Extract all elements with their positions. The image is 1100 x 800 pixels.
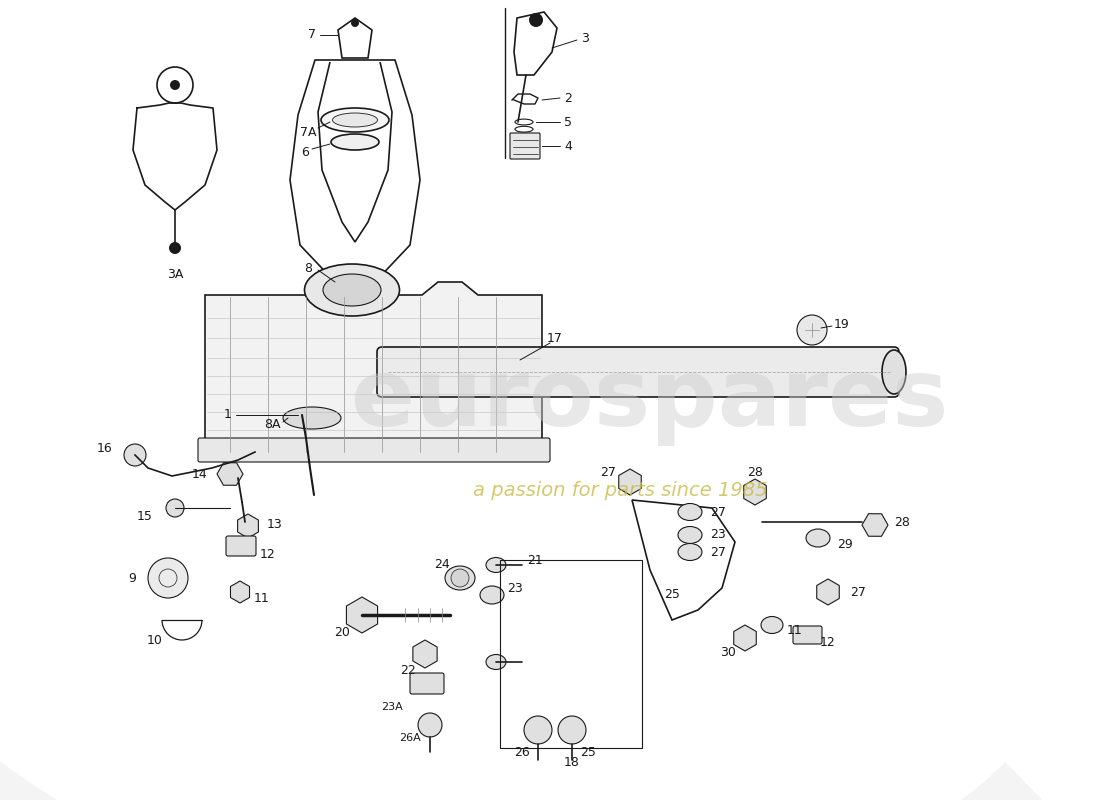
Ellipse shape xyxy=(283,407,341,429)
Ellipse shape xyxy=(331,134,379,150)
Ellipse shape xyxy=(678,543,702,561)
Text: 19: 19 xyxy=(834,318,850,331)
Circle shape xyxy=(451,569,469,587)
Circle shape xyxy=(124,444,146,466)
Text: 3A: 3A xyxy=(167,269,184,282)
Text: 15: 15 xyxy=(138,510,153,522)
Text: 20: 20 xyxy=(334,626,350,638)
Text: 25: 25 xyxy=(664,589,680,602)
Circle shape xyxy=(169,242,182,254)
Ellipse shape xyxy=(678,526,702,543)
Text: 21: 21 xyxy=(527,554,543,566)
Text: 27: 27 xyxy=(601,466,616,478)
Text: 11: 11 xyxy=(254,591,270,605)
Text: 4: 4 xyxy=(564,139,572,153)
Text: eurospares: eurospares xyxy=(351,354,948,446)
Text: 16: 16 xyxy=(97,442,113,454)
Ellipse shape xyxy=(761,617,783,634)
Ellipse shape xyxy=(882,350,906,394)
Text: 9: 9 xyxy=(128,571,136,585)
Text: 11: 11 xyxy=(788,623,803,637)
Text: 23: 23 xyxy=(507,582,522,594)
Text: 29: 29 xyxy=(837,538,852,550)
Text: 12: 12 xyxy=(260,547,276,561)
Text: 23A: 23A xyxy=(381,702,403,712)
Text: 7A: 7A xyxy=(299,126,317,138)
FancyBboxPatch shape xyxy=(377,347,899,397)
Text: 8A: 8A xyxy=(264,418,280,431)
Text: 6: 6 xyxy=(301,146,309,158)
Text: 1: 1 xyxy=(224,409,232,422)
Circle shape xyxy=(351,19,359,27)
Ellipse shape xyxy=(305,264,399,316)
Text: 26: 26 xyxy=(514,746,530,758)
Polygon shape xyxy=(205,282,542,455)
Text: 26A: 26A xyxy=(399,733,421,743)
Text: 23: 23 xyxy=(711,529,726,542)
Text: 13: 13 xyxy=(267,518,283,530)
Ellipse shape xyxy=(486,654,506,670)
FancyBboxPatch shape xyxy=(410,673,444,694)
Ellipse shape xyxy=(321,108,389,132)
Text: 24: 24 xyxy=(434,558,450,570)
Ellipse shape xyxy=(486,558,506,573)
Circle shape xyxy=(529,13,543,27)
Text: 27: 27 xyxy=(711,546,726,558)
Text: 27: 27 xyxy=(711,506,726,518)
Text: 18: 18 xyxy=(564,755,580,769)
Text: 8: 8 xyxy=(304,262,312,274)
Text: 5: 5 xyxy=(564,115,572,129)
Circle shape xyxy=(166,499,184,517)
Text: 12: 12 xyxy=(821,635,836,649)
Text: 2: 2 xyxy=(564,91,572,105)
Text: a passion for parts since 1985: a passion for parts since 1985 xyxy=(473,481,768,499)
Text: 30: 30 xyxy=(720,646,736,658)
Circle shape xyxy=(798,315,827,345)
Circle shape xyxy=(170,80,180,90)
Ellipse shape xyxy=(480,586,504,604)
Text: 27: 27 xyxy=(850,586,866,598)
Ellipse shape xyxy=(806,529,830,547)
Ellipse shape xyxy=(446,566,475,590)
Text: 10: 10 xyxy=(147,634,163,646)
Ellipse shape xyxy=(678,503,702,521)
FancyBboxPatch shape xyxy=(793,626,822,644)
Circle shape xyxy=(558,716,586,744)
Text: 22: 22 xyxy=(400,663,416,677)
Text: 3: 3 xyxy=(581,31,589,45)
Text: 17: 17 xyxy=(547,331,563,345)
Circle shape xyxy=(148,558,188,598)
Text: 28: 28 xyxy=(747,466,763,478)
Text: 25: 25 xyxy=(580,746,596,758)
Ellipse shape xyxy=(332,113,377,127)
Circle shape xyxy=(524,716,552,744)
FancyBboxPatch shape xyxy=(226,536,256,556)
Ellipse shape xyxy=(323,274,381,306)
Text: 7: 7 xyxy=(308,29,316,42)
Text: 28: 28 xyxy=(894,515,910,529)
FancyBboxPatch shape xyxy=(510,133,540,159)
Circle shape xyxy=(418,713,442,737)
Text: 14: 14 xyxy=(192,467,208,481)
FancyBboxPatch shape xyxy=(198,438,550,462)
